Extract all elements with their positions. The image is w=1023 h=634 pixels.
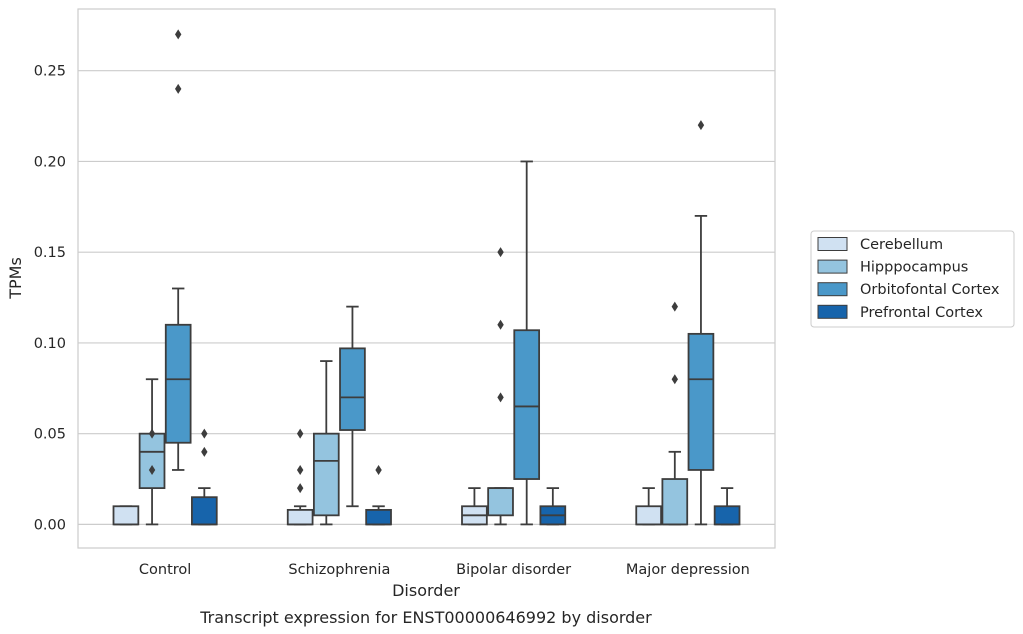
y-axis-label: TPMs (6, 257, 25, 300)
box-outlier (174, 29, 182, 40)
y-tick-label: 0.20 (34, 154, 66, 170)
x-axis-label: Disorder (392, 581, 460, 600)
box-group (339, 305, 366, 508)
box-group (487, 247, 514, 526)
y-tick-label: 0.25 (34, 64, 66, 80)
legend-label: Orbitofontal Cortex (860, 282, 1000, 298)
y-axis-ticks: 0.00 0.05 0.10 0.15 0.20 0.25 (34, 64, 66, 534)
box-outlier (296, 464, 304, 475)
box-outlier (375, 464, 382, 475)
box-iqr (312, 432, 340, 517)
box-group (138, 378, 166, 526)
box-iqr (286, 508, 314, 526)
box-iqr (112, 505, 140, 526)
box-group (635, 487, 662, 526)
box-group (687, 120, 715, 526)
box-iqr (339, 347, 366, 431)
x-axis-ticks: Control Schizophrenia Bipolar disorder Majo… (139, 562, 750, 578)
legend-label: Hipppocampus (860, 260, 968, 276)
legend-swatch (817, 282, 848, 297)
box-iqr (164, 323, 192, 444)
box-group (513, 160, 541, 526)
x-tick-label: Major depression (626, 562, 750, 578)
box-outlier (497, 392, 504, 403)
y-tick-label: 0.05 (34, 427, 66, 443)
box-iqr (191, 496, 218, 526)
box-outlier (201, 446, 208, 457)
box-iqr (365, 508, 392, 526)
box-outlier (497, 319, 504, 330)
box-outlier (671, 301, 679, 312)
box-outlier (148, 428, 156, 439)
box-outlier (296, 483, 304, 494)
box-group (164, 29, 192, 471)
legend-swatch (817, 259, 848, 274)
legend-swatch (817, 304, 848, 319)
box-group (461, 487, 488, 526)
box-iqr (635, 505, 662, 526)
legend-label: Prefrontal Cortex (860, 305, 983, 321)
box-iqr (487, 487, 514, 517)
box-group (191, 428, 218, 526)
box-iqr (713, 505, 741, 526)
y-tick-label: 0.10 (34, 336, 66, 352)
plot-area-frame (77, 8, 776, 549)
box-groups (112, 29, 741, 526)
box-iqr (687, 332, 715, 471)
x-tick-label: Schizophrenia (288, 562, 390, 578)
box-group (539, 487, 567, 526)
legend-frame (810, 230, 1015, 328)
box-iqr (513, 329, 541, 480)
box-outlier (697, 120, 705, 131)
box-outlier (148, 464, 156, 475)
box-iqr (661, 478, 689, 526)
chart-caption: Transcript expression for ENST0000064699… (199, 608, 652, 627)
box-iqr (138, 432, 166, 490)
legend-swatch (817, 237, 848, 251)
x-tick-label: Bipolar disorder (456, 562, 571, 578)
box-outlier (671, 374, 679, 385)
legend: Cerebellum Hipppocampus Orbitofontal Corte… (810, 230, 1015, 328)
y-tick-label: 0.00 (34, 517, 66, 533)
box-group (713, 487, 741, 526)
box-group (112, 505, 140, 526)
box-outlier (201, 428, 208, 439)
box-outlier (497, 247, 504, 258)
box-group (286, 428, 314, 526)
box-outlier (296, 428, 304, 439)
x-tick-label: Control (139, 562, 191, 578)
legend-label: Cerebellum (860, 237, 943, 253)
grid-lines (78, 70, 775, 526)
box-outlier (174, 83, 182, 94)
box-group (312, 360, 340, 526)
y-tick-label: 0.15 (34, 245, 66, 261)
box-group (661, 301, 689, 526)
box-group (365, 464, 392, 526)
